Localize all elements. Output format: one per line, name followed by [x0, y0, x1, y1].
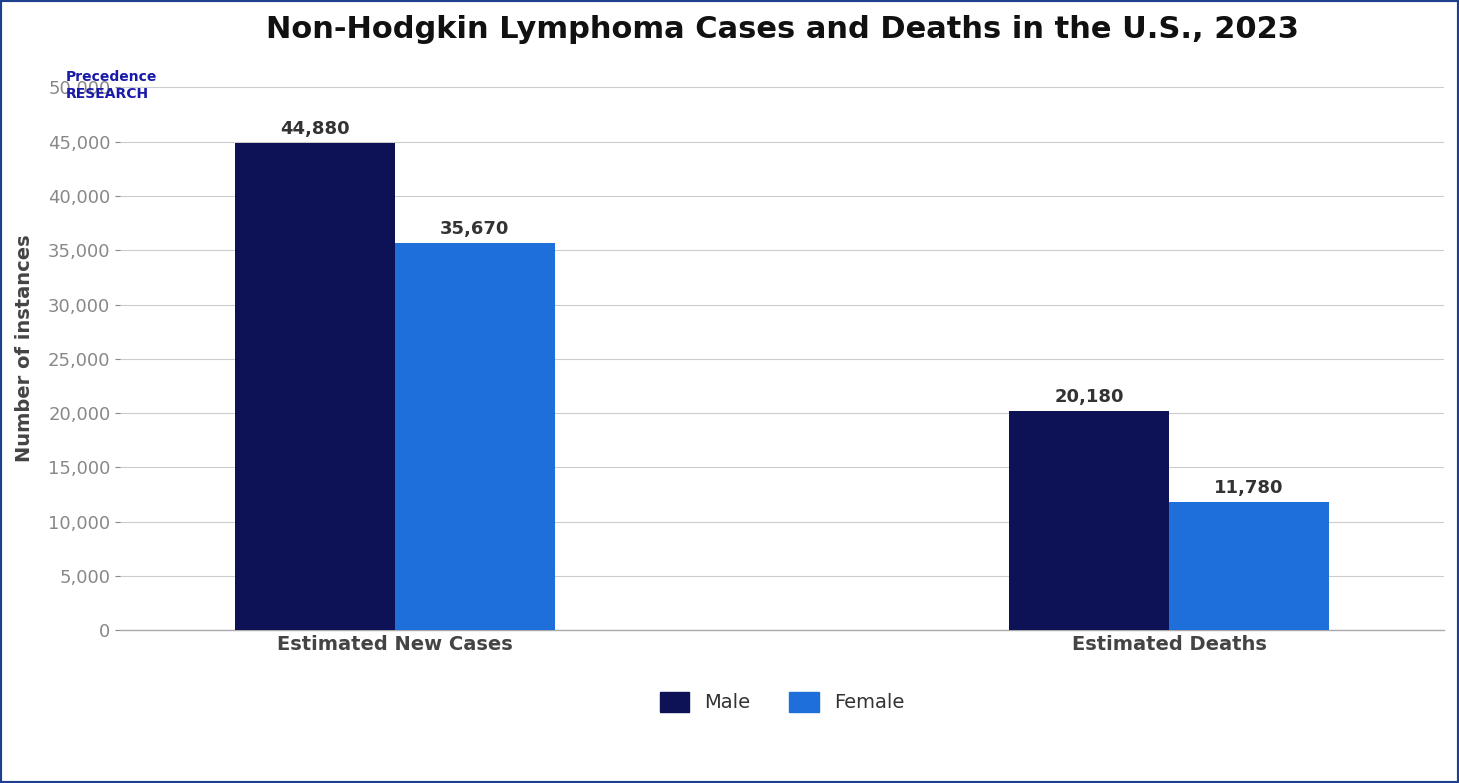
Text: 20,180: 20,180	[1055, 388, 1123, 406]
Bar	[1010, 411, 1169, 630]
Text: 44,880: 44,880	[280, 120, 350, 138]
Text: 11,780: 11,780	[1214, 478, 1284, 496]
Bar	[235, 143, 395, 630]
Legend: Male, Female: Male, Female	[649, 682, 915, 722]
Text: 35,670: 35,670	[441, 219, 509, 237]
Text: Precedence
RESEARCH: Precedence RESEARCH	[66, 70, 158, 101]
Bar	[395, 243, 554, 630]
Bar	[1169, 502, 1329, 630]
Y-axis label: Number of instances: Number of instances	[15, 234, 34, 462]
Title: Non-Hodgkin Lymphoma Cases and Deaths in the U.S., 2023: Non-Hodgkin Lymphoma Cases and Deaths in…	[266, 15, 1299, 44]
